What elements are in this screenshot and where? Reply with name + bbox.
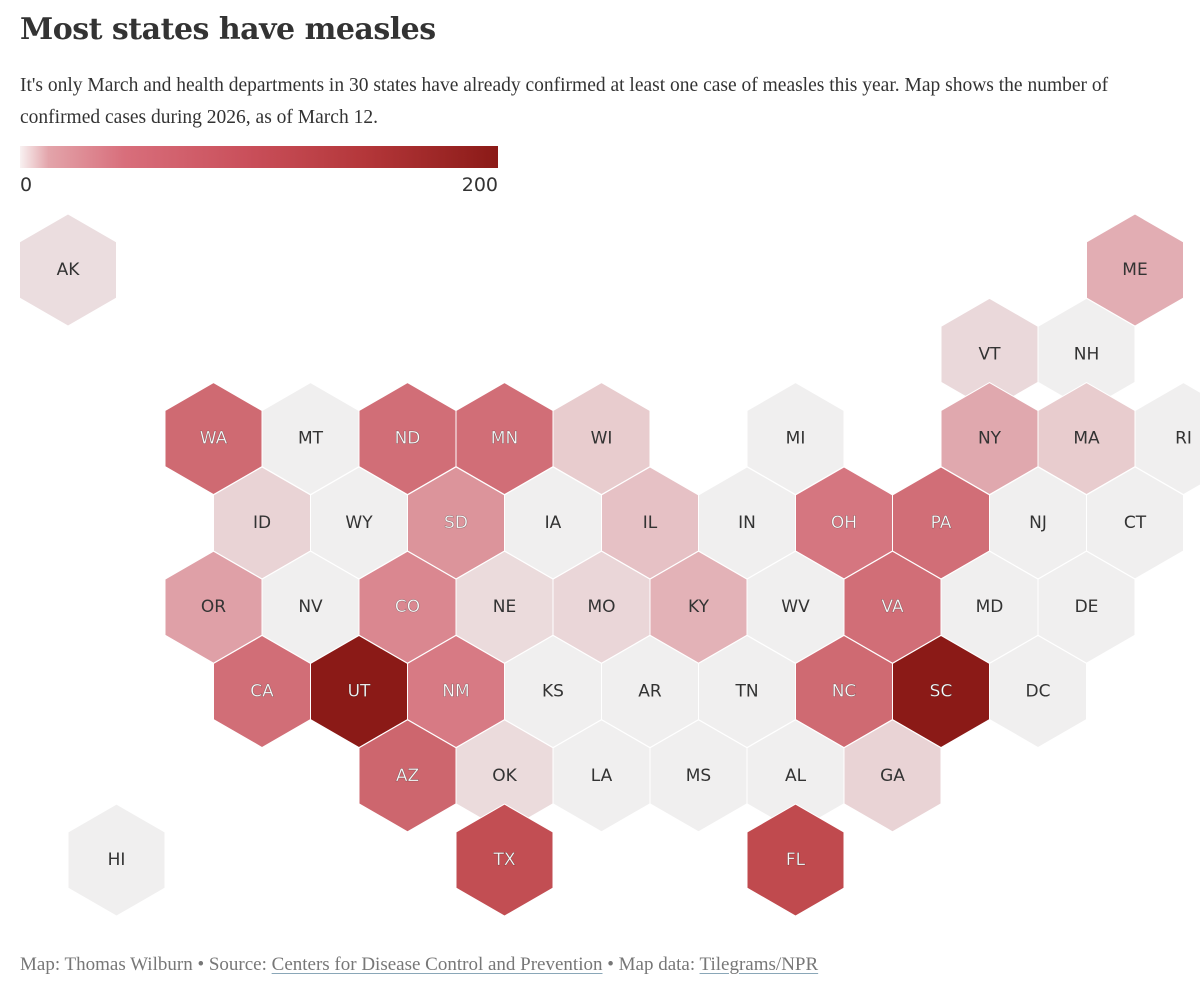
state-label: NE: [493, 597, 516, 617]
state-label: IA: [545, 513, 562, 533]
state-label: SC: [930, 682, 953, 702]
tilegrams-link[interactable]: Tilegrams/NPR: [699, 954, 819, 975]
state-label: KY: [688, 597, 710, 617]
state-label: CO: [395, 597, 420, 617]
state-label: IL: [643, 513, 658, 533]
state-hex-ut[interactable]: UT: [310, 634, 408, 749]
state-label: HI: [108, 850, 126, 870]
state-hex-mo[interactable]: MO: [552, 550, 651, 664]
state-label: NC: [832, 682, 857, 702]
state-hex-tx[interactable]: TX: [455, 803, 554, 917]
state-hex-ga[interactable]: GA: [843, 719, 942, 833]
state-label: MO: [587, 597, 615, 617]
state-hex-shape: [843, 719, 942, 833]
source-credit: Map: Thomas Wilburn • Source:: [20, 954, 272, 975]
state-hex-dc[interactable]: DC: [989, 634, 1087, 749]
state-label: NJ: [1029, 513, 1047, 533]
state-label: GA: [880, 766, 905, 786]
state-label: KS: [542, 682, 564, 702]
state-hex-shape: [746, 803, 845, 917]
state-label: UT: [348, 682, 371, 702]
state-label: PA: [931, 513, 952, 533]
state-label: NM: [442, 682, 469, 702]
state-hex-ak[interactable]: AK: [19, 213, 117, 327]
state-hex-nm[interactable]: NM: [407, 634, 505, 749]
state-label: NY: [978, 429, 1002, 449]
state-hex-fl[interactable]: FL: [746, 803, 845, 917]
subtitle: It's only March and health departments i…: [20, 75, 1109, 128]
state-label: NH: [1074, 344, 1100, 364]
state-label: WA: [200, 429, 228, 449]
state-label: MD: [976, 597, 1004, 617]
state-label: VT: [978, 344, 1001, 364]
state-hex-ne[interactable]: NE: [455, 550, 554, 664]
state-label: CA: [250, 682, 274, 702]
state-hex-shape: [989, 634, 1087, 749]
state-hex-wi[interactable]: WI: [552, 382, 651, 496]
state-label: WV: [781, 597, 810, 617]
state-hex-sd[interactable]: SD: [407, 466, 505, 580]
state-hex-ca[interactable]: CA: [213, 634, 311, 749]
state-hex-de[interactable]: DE: [1037, 550, 1136, 664]
state-label: OH: [831, 513, 857, 533]
state-label: MN: [491, 429, 518, 449]
source-separator: • Map data:: [602, 954, 700, 975]
state-hex-shape: [67, 803, 166, 917]
state-label: AK: [57, 260, 81, 280]
legend-gradient-bar: [20, 146, 498, 168]
state-hex-hi[interactable]: HI: [67, 803, 166, 917]
state-label: OK: [492, 766, 517, 786]
state-hex-ri[interactable]: RI: [1134, 382, 1200, 496]
state-label: MS: [686, 766, 711, 786]
state-label: WY: [345, 513, 373, 533]
source-line: Map: Thomas Wilburn • Source: Centers fo…: [20, 954, 1180, 976]
state-label: MA: [1073, 429, 1100, 449]
state-hex-co[interactable]: CO: [358, 550, 457, 664]
color-legend: 0 200: [20, 146, 498, 202]
state-label: RI: [1175, 429, 1192, 449]
state-hex-mi[interactable]: MI: [746, 382, 845, 496]
state-label: ND: [395, 429, 421, 449]
state-label: CT: [1124, 513, 1147, 533]
state-label: TX: [492, 850, 515, 870]
state-label: NV: [298, 597, 323, 617]
state-label: MT: [298, 429, 324, 449]
state-hex-mn[interactable]: MN: [455, 382, 554, 496]
state-label: MI: [786, 429, 806, 449]
state-hex-ct[interactable]: CT: [1086, 466, 1184, 580]
state-hex-shape: [455, 803, 554, 917]
state-hex-ky[interactable]: KY: [649, 550, 748, 664]
legend-max-label: 200: [461, 174, 498, 196]
legend-min-label: 0: [20, 174, 33, 196]
state-hex-tn[interactable]: TN: [698, 634, 796, 749]
state-label: LA: [591, 766, 613, 786]
state-label: WI: [591, 429, 613, 449]
state-label: AZ: [396, 766, 419, 786]
state-label: AL: [785, 766, 807, 786]
state-label: TN: [734, 682, 758, 702]
cdc-source-link[interactable]: Centers for Disease Control and Preventi…: [271, 954, 603, 975]
state-hex-shape: [19, 213, 117, 327]
state-label: IN: [738, 513, 756, 533]
state-label: ID: [253, 513, 271, 533]
state-label: FL: [786, 850, 806, 870]
state-label: DE: [1075, 597, 1099, 617]
page-title: Most states have measles: [20, 12, 436, 47]
state-label: AR: [638, 682, 662, 702]
state-label: VA: [881, 597, 904, 617]
state-label: SD: [444, 513, 468, 533]
state-hex-pa[interactable]: PA: [892, 466, 990, 580]
state-label: ME: [1122, 260, 1147, 280]
state-label: OR: [201, 597, 226, 617]
state-hex-nv[interactable]: NV: [261, 550, 360, 664]
state-hex-md[interactable]: MD: [940, 550, 1039, 664]
state-label: DC: [1026, 682, 1051, 702]
